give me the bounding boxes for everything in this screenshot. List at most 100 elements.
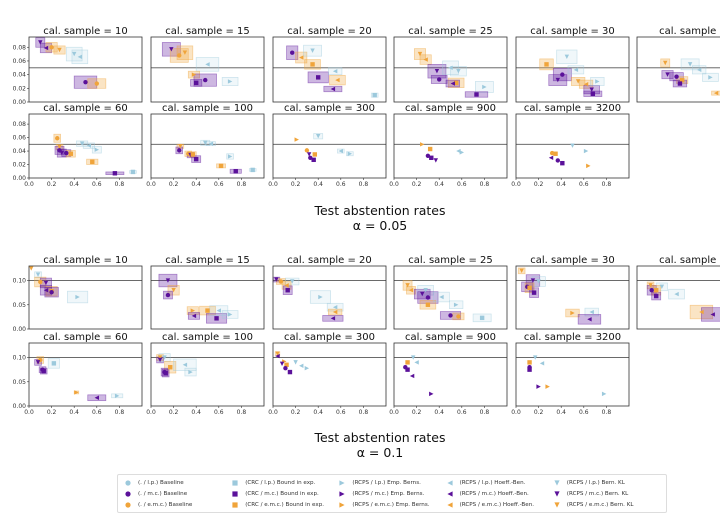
data-point (205, 62, 210, 67)
panel: cal. sample = 25 (393, 255, 508, 330)
panel-title: cal. sample = 100 (162, 332, 253, 343)
panel-frame (150, 342, 265, 407)
panel-title: cal. sample = 15 (165, 255, 250, 266)
data-point (157, 355, 163, 360)
data-point (573, 67, 579, 73)
legend-label: (CRC / m.c.) Bound in exp. (245, 490, 319, 497)
panel-title: cal. sample = 60 (43, 332, 128, 343)
legend-label: (RCPS / e.m.c.) Hoeff.-Ben. (459, 501, 535, 508)
legend-marker (446, 490, 453, 497)
data-point (214, 316, 219, 321)
panel-frame (28, 342, 143, 407)
legend-entry: (RCPS / l.p.) Hoeff.-Ben. (446, 477, 553, 488)
data-point (275, 353, 280, 359)
legend-marker (339, 479, 345, 486)
data-point (555, 158, 561, 163)
data-point (171, 288, 176, 293)
panel: cal. sample = 30 (515, 26, 630, 103)
panel-frame (272, 36, 387, 103)
y-tick-label: 0.08 (13, 44, 27, 51)
panel: cal. sample = 900 0.0 0.2 0.4 0.6 0.8 (389, 103, 508, 188)
x-tick-label: 0.6 (214, 409, 224, 416)
data-point (674, 291, 679, 297)
x-axis-title: Test abstention rates (314, 430, 446, 445)
data-point (299, 363, 304, 368)
data-point (287, 369, 293, 375)
data-point (168, 365, 173, 370)
data-point (165, 292, 171, 298)
legend-entry: (RCPS / l.p.) Bern. KL (553, 477, 660, 488)
x-tick-label: 0.0 (511, 181, 521, 188)
panel-frame (150, 36, 265, 103)
data-point (687, 62, 693, 67)
data-point (29, 266, 34, 271)
x-tick-label: 0.6 (579, 181, 589, 188)
x-tick-label: 0.4 (191, 181, 201, 188)
panel: cal. sample = (636, 26, 720, 103)
data-point (456, 314, 461, 319)
x-tick-label: 0.6 (457, 181, 467, 188)
x-tick-label: 0.8 (602, 409, 612, 416)
data-point (519, 268, 524, 274)
x-tick-label: 0.0 (146, 409, 156, 416)
data-point (663, 60, 668, 66)
y-tick-label: 0.10 (13, 355, 27, 362)
x-tick-label: 0.8 (602, 181, 612, 188)
data-point (49, 45, 54, 50)
data-point (589, 309, 594, 315)
caption-alpha-01: Test abstention rates α = 0.1 (20, 430, 720, 460)
data-point (429, 391, 434, 397)
panel-frame (515, 265, 630, 330)
data-point (459, 150, 464, 155)
panel-frame (28, 265, 143, 330)
data-point (74, 390, 79, 395)
panel: cal. sample = 3200 0.0 0.2 0.4 0.6 0.8 (511, 103, 630, 188)
data-point (589, 87, 594, 92)
x-tick-label: 0.2 (47, 181, 57, 188)
x-tick-label: 0.6 (336, 409, 346, 416)
legend-label: (RCPS / l.p.) Emp. Berns. (352, 479, 421, 486)
panel-frame (28, 36, 143, 103)
data-point (429, 155, 434, 160)
panel-title: cal. sample = 10 (43, 26, 128, 37)
x-tick-label: 0.2 (412, 181, 422, 188)
data-point (533, 355, 538, 360)
data-point (575, 79, 581, 84)
data-point (94, 395, 99, 400)
data-point (680, 77, 685, 83)
x-tick-label: 0.4 (191, 409, 201, 416)
legend-entry: (RCPS / m.c.) Hoeff.-Ben. (446, 488, 553, 499)
data-point (423, 57, 428, 62)
legend-marker (554, 479, 560, 486)
data-point (216, 308, 221, 313)
data-point (545, 384, 550, 389)
data-point (347, 151, 353, 156)
legend-marker (125, 490, 131, 497)
data-point (405, 367, 410, 372)
y-tick-label: 0.00 (13, 326, 27, 333)
x-tick-label: 0.6 (92, 181, 102, 188)
legend-marker (446, 479, 453, 486)
data-point (408, 288, 414, 293)
panel: cal. sample = 60 0.00 0.02 0.04 0.06 0.08 0.0 0… (13, 103, 143, 188)
data-point (479, 315, 485, 321)
data-point (330, 86, 336, 92)
data-point (335, 77, 340, 83)
data-point (553, 151, 558, 156)
data-point (114, 393, 120, 399)
legend-label: (RCPS / l.p.) Bern. KL (566, 479, 625, 486)
square-marker-icon (232, 490, 238, 497)
x-tick-label: 0.0 (511, 409, 521, 416)
legend-label: (RCPS / m.c.) Emp. Berns. (352, 490, 425, 497)
data-point (49, 289, 54, 295)
data-point (130, 169, 136, 175)
data-point (372, 92, 377, 98)
y-tick-label: 0.06 (13, 58, 27, 65)
panel-frame (393, 342, 508, 407)
panel-title: cal. sample = 900 (405, 332, 496, 343)
square-marker-icon (232, 501, 238, 508)
data-point (38, 40, 43, 45)
x-tick-label: 0.6 (457, 409, 467, 416)
data-point (75, 294, 80, 300)
